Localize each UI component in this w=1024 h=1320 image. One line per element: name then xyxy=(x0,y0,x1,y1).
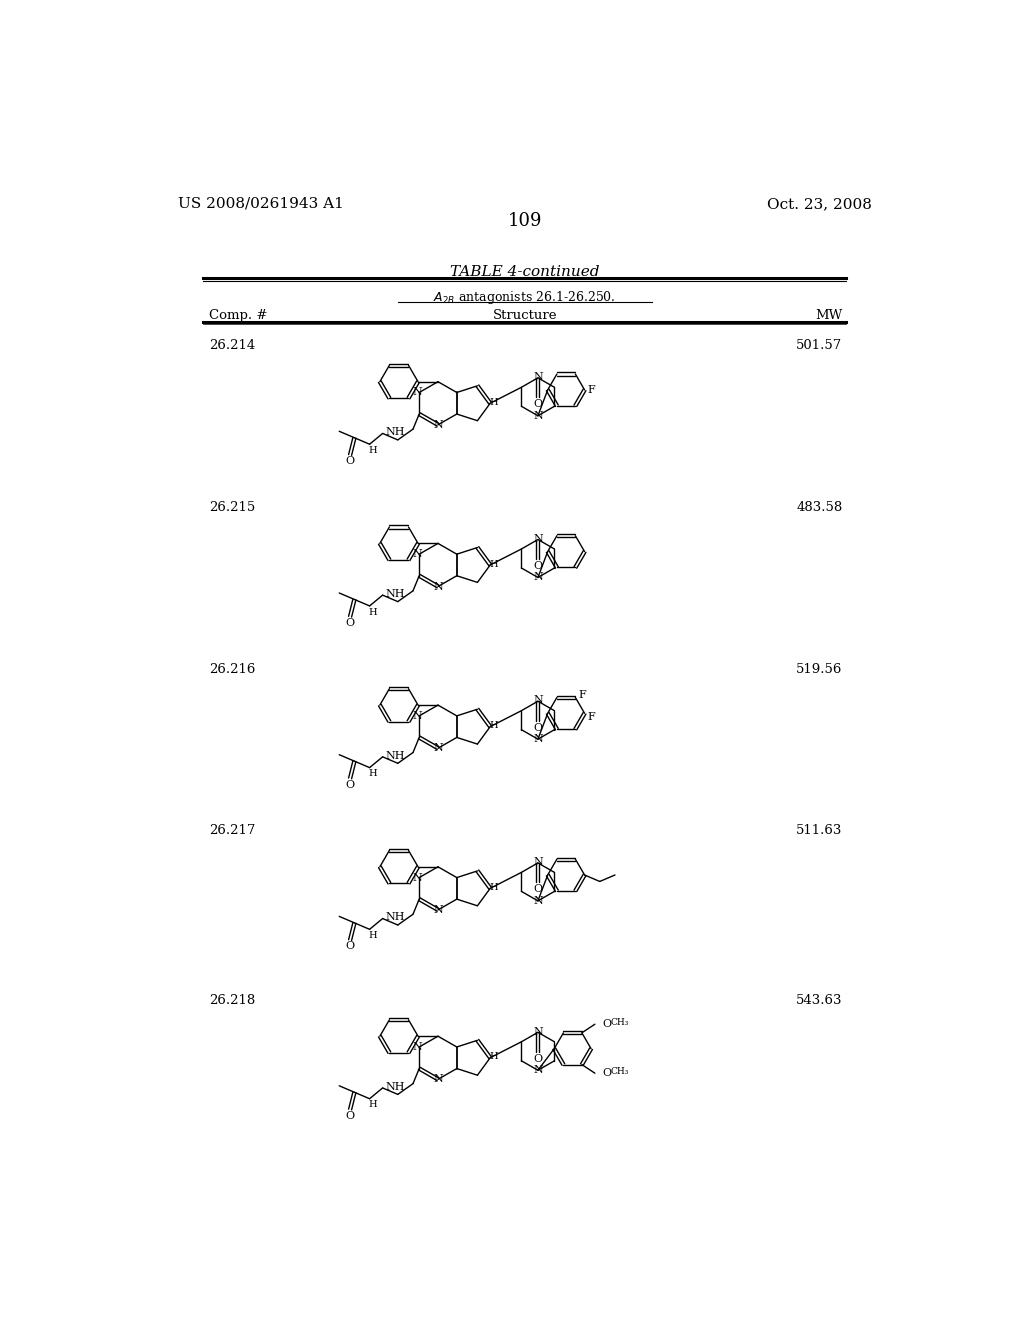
Text: N: N xyxy=(433,582,442,591)
Text: F: F xyxy=(579,690,586,700)
Text: N: N xyxy=(534,573,543,582)
Text: N: N xyxy=(433,1074,442,1084)
Text: H: H xyxy=(489,722,498,730)
Text: CH₃: CH₃ xyxy=(610,1067,629,1076)
Text: N: N xyxy=(534,1027,543,1036)
Text: 501.57: 501.57 xyxy=(797,339,843,352)
Text: N: N xyxy=(534,533,543,544)
Text: 26.214: 26.214 xyxy=(209,339,256,352)
Text: 109: 109 xyxy=(508,213,542,230)
Text: 26.216: 26.216 xyxy=(209,663,256,676)
Text: O: O xyxy=(345,780,354,789)
Text: O: O xyxy=(534,399,543,409)
Text: NH: NH xyxy=(386,1081,406,1092)
Text: N: N xyxy=(433,420,442,430)
Text: 26.218: 26.218 xyxy=(209,994,256,1007)
Text: O: O xyxy=(345,941,354,952)
Text: 543.63: 543.63 xyxy=(796,994,843,1007)
Text: 511.63: 511.63 xyxy=(797,825,843,837)
Text: N: N xyxy=(534,734,543,744)
Text: CH₃: CH₃ xyxy=(610,1018,629,1027)
Text: 483.58: 483.58 xyxy=(797,502,843,513)
Text: O: O xyxy=(534,722,543,733)
Text: TABLE 4-continued: TABLE 4-continued xyxy=(451,264,599,279)
Text: N: N xyxy=(534,1065,543,1076)
Text: 26.217: 26.217 xyxy=(209,825,256,837)
Text: H: H xyxy=(369,607,377,616)
Text: N: N xyxy=(534,696,543,705)
Text: Comp. #: Comp. # xyxy=(209,309,268,322)
Text: NH: NH xyxy=(386,428,406,437)
Text: NH: NH xyxy=(386,589,406,599)
Text: NH: NH xyxy=(386,751,406,760)
Text: F: F xyxy=(588,713,595,722)
Text: O: O xyxy=(345,1110,354,1121)
Text: N: N xyxy=(413,873,423,883)
Text: N: N xyxy=(413,549,423,560)
Text: N: N xyxy=(413,388,423,397)
Text: O: O xyxy=(345,618,354,628)
Text: N: N xyxy=(413,1041,423,1052)
Text: Oct. 23, 2008: Oct. 23, 2008 xyxy=(767,197,872,211)
Text: H: H xyxy=(369,1101,377,1109)
Text: MW: MW xyxy=(815,309,843,322)
Text: O: O xyxy=(345,457,354,466)
Text: N: N xyxy=(413,711,423,721)
Text: N: N xyxy=(534,896,543,906)
Text: N: N xyxy=(534,857,543,867)
Text: N: N xyxy=(534,372,543,381)
Text: O: O xyxy=(534,561,543,570)
Text: H: H xyxy=(369,931,377,940)
Text: NH: NH xyxy=(386,912,406,923)
Text: Structure: Structure xyxy=(493,309,557,322)
Text: 26.215: 26.215 xyxy=(209,502,256,513)
Text: US 2008/0261943 A1: US 2008/0261943 A1 xyxy=(178,197,344,211)
Text: O: O xyxy=(534,884,543,894)
Text: 519.56: 519.56 xyxy=(797,663,843,676)
Text: H: H xyxy=(489,883,498,892)
Text: H: H xyxy=(489,560,498,569)
Text: $A_{2B}$ antagonists 26.1-26.250.: $A_{2B}$ antagonists 26.1-26.250. xyxy=(433,289,616,306)
Text: H: H xyxy=(369,446,377,455)
Text: H: H xyxy=(489,1052,498,1061)
Text: O: O xyxy=(603,1068,612,1078)
Text: N: N xyxy=(534,411,543,421)
Text: H: H xyxy=(369,770,377,779)
Text: N: N xyxy=(433,743,442,754)
Text: F: F xyxy=(588,385,595,395)
Text: H: H xyxy=(489,399,498,407)
Text: O: O xyxy=(534,1053,543,1064)
Text: O: O xyxy=(603,1019,612,1030)
Text: N: N xyxy=(433,906,442,915)
